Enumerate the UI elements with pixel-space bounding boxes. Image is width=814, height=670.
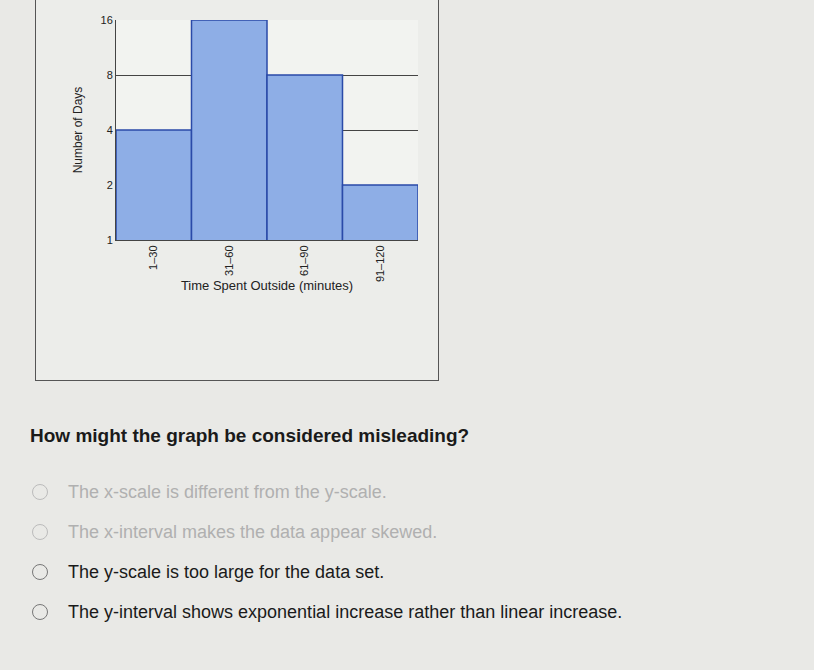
svg-text:Number of Days: Number of Days xyxy=(71,87,85,174)
svg-text:1–30: 1–30 xyxy=(147,245,159,269)
html-text:The y-interval shows exponenti: The y-interval shows exponential increas… xyxy=(68,601,623,622)
svg-text:2: 2 xyxy=(107,179,113,191)
svg-text:31–60: 31–60 xyxy=(223,245,235,276)
svg-text:61–90: 61–90 xyxy=(298,245,310,276)
html-text:The x-scale is different from: The x-scale is different from the y-scal… xyxy=(68,481,387,502)
html-text:The x-interval makes the data: The x-interval makes the data appear ske… xyxy=(68,521,438,542)
svg-text:91–120: 91–120 xyxy=(374,245,386,282)
svg-text:8: 8 xyxy=(107,69,113,81)
svg-text:16: 16 xyxy=(101,14,113,26)
svg-text:1: 1 xyxy=(107,234,113,246)
html-text:The y-scale is too large for t: The y-scale is too large for the data se… xyxy=(68,561,385,582)
svg-text:Time Spent Outside (minutes): Time Spent Outside (minutes) xyxy=(181,278,353,293)
html-text:How might the graph be conside: How might the graph be considered mislea… xyxy=(30,425,470,446)
svg-text:4: 4 xyxy=(107,124,113,136)
